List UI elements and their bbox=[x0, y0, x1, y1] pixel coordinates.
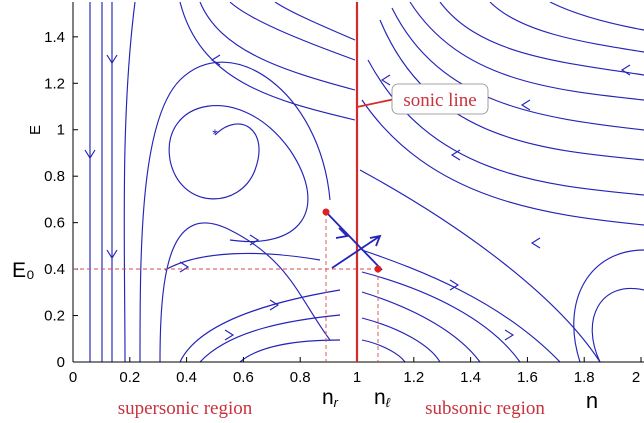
x-tick-label: 0.2 bbox=[119, 369, 140, 386]
streamline bbox=[549, 2, 644, 31]
arrowhead bbox=[106, 54, 118, 65]
arrowhead bbox=[504, 329, 515, 341]
arrowhead bbox=[450, 149, 461, 161]
streamline bbox=[439, 2, 644, 76]
streamline bbox=[361, 291, 481, 362]
streamline bbox=[361, 249, 561, 362]
x-tick-label: 0.6 bbox=[233, 369, 254, 386]
streamline bbox=[123, 2, 136, 362]
arrowhead bbox=[269, 299, 280, 311]
streamline bbox=[199, 2, 356, 91]
streamline bbox=[489, 2, 644, 53]
saddle-point bbox=[325, 211, 383, 271]
y-axis-label: E bbox=[27, 125, 44, 135]
streamline bbox=[229, 2, 356, 61]
streamline bbox=[239, 339, 341, 362]
streamline bbox=[199, 314, 341, 362]
streamline bbox=[361, 271, 521, 362]
sonic-line-label: sonic line bbox=[403, 90, 476, 111]
streamline bbox=[274, 2, 356, 41]
streamline bbox=[361, 339, 406, 362]
streamline bbox=[359, 169, 601, 362]
arrowhead bbox=[210, 54, 221, 66]
y-ticks: 0 0.2 0.4 0.6 0.8 1 1.2 1.4 bbox=[44, 29, 78, 371]
x-tick-label: 1 bbox=[353, 369, 361, 386]
nl-point bbox=[374, 265, 382, 273]
sonic-line-label-box bbox=[391, 83, 489, 115]
x-tick-label: 0 bbox=[69, 369, 77, 386]
x-tick-label: 0.4 bbox=[176, 369, 197, 386]
streamline bbox=[164, 252, 321, 271]
arrowhead bbox=[84, 149, 96, 160]
streamlines bbox=[89, 2, 644, 362]
y-tick-label: 0.2 bbox=[44, 308, 65, 325]
arrowhead bbox=[530, 237, 541, 249]
y-tick-label: 0.8 bbox=[44, 168, 65, 185]
nr-point bbox=[322, 208, 330, 216]
arrowhead bbox=[249, 234, 260, 246]
x-tick-label: 1.4 bbox=[460, 369, 481, 386]
streamline bbox=[179, 289, 341, 362]
flow-arrows bbox=[84, 54, 631, 341]
streamline bbox=[179, 2, 356, 121]
streamline bbox=[361, 317, 441, 362]
arrowhead bbox=[620, 64, 631, 76]
x-axis-label: n bbox=[586, 388, 598, 413]
x-tick-label: 1.8 bbox=[574, 369, 595, 386]
y-tick-label: 1.2 bbox=[44, 75, 65, 92]
subsonic-region-label: subsonic region bbox=[425, 398, 545, 419]
y-tick-label: 1 bbox=[57, 122, 65, 139]
arrowhead bbox=[224, 329, 235, 341]
arrowhead bbox=[106, 249, 118, 260]
streamline bbox=[409, 2, 644, 101]
arrowhead bbox=[380, 74, 391, 86]
x-tick-label: 2 bbox=[632, 369, 640, 386]
arrowhead bbox=[179, 261, 190, 273]
x-tick-label: 0.8 bbox=[290, 369, 311, 386]
streamline bbox=[573, 249, 644, 362]
streamline bbox=[159, 222, 331, 362]
streamline bbox=[591, 287, 644, 362]
nl-label: nℓ bbox=[374, 386, 391, 410]
streamline bbox=[391, 7, 644, 131]
nr-label: nr bbox=[322, 386, 339, 410]
e0-label: E₀ bbox=[12, 259, 35, 282]
x-tick-label: 1.6 bbox=[517, 369, 538, 386]
focus-marker: * bbox=[212, 126, 218, 142]
y-tick-label: 0.4 bbox=[44, 261, 65, 278]
streamline bbox=[168, 105, 309, 242]
streamline bbox=[379, 19, 644, 161]
arrowhead bbox=[520, 99, 531, 111]
y-tick-label: 0 bbox=[57, 354, 65, 371]
axes bbox=[72, 2, 644, 363]
streamline bbox=[367, 59, 644, 196]
y-tick-label: 1.4 bbox=[44, 29, 65, 46]
streamline bbox=[139, 61, 331, 362]
supersonic-region-label: supersonic region bbox=[118, 398, 253, 419]
x-ticks: 0 0.2 0.4 0.6 0.8 1 1.2 1.4 1.6 1.8 2 bbox=[69, 357, 642, 386]
arrowhead bbox=[449, 279, 460, 291]
x-tick-label: 1.2 bbox=[403, 369, 424, 386]
streamline bbox=[361, 99, 644, 226]
y-tick-label: 0.6 bbox=[44, 215, 65, 232]
